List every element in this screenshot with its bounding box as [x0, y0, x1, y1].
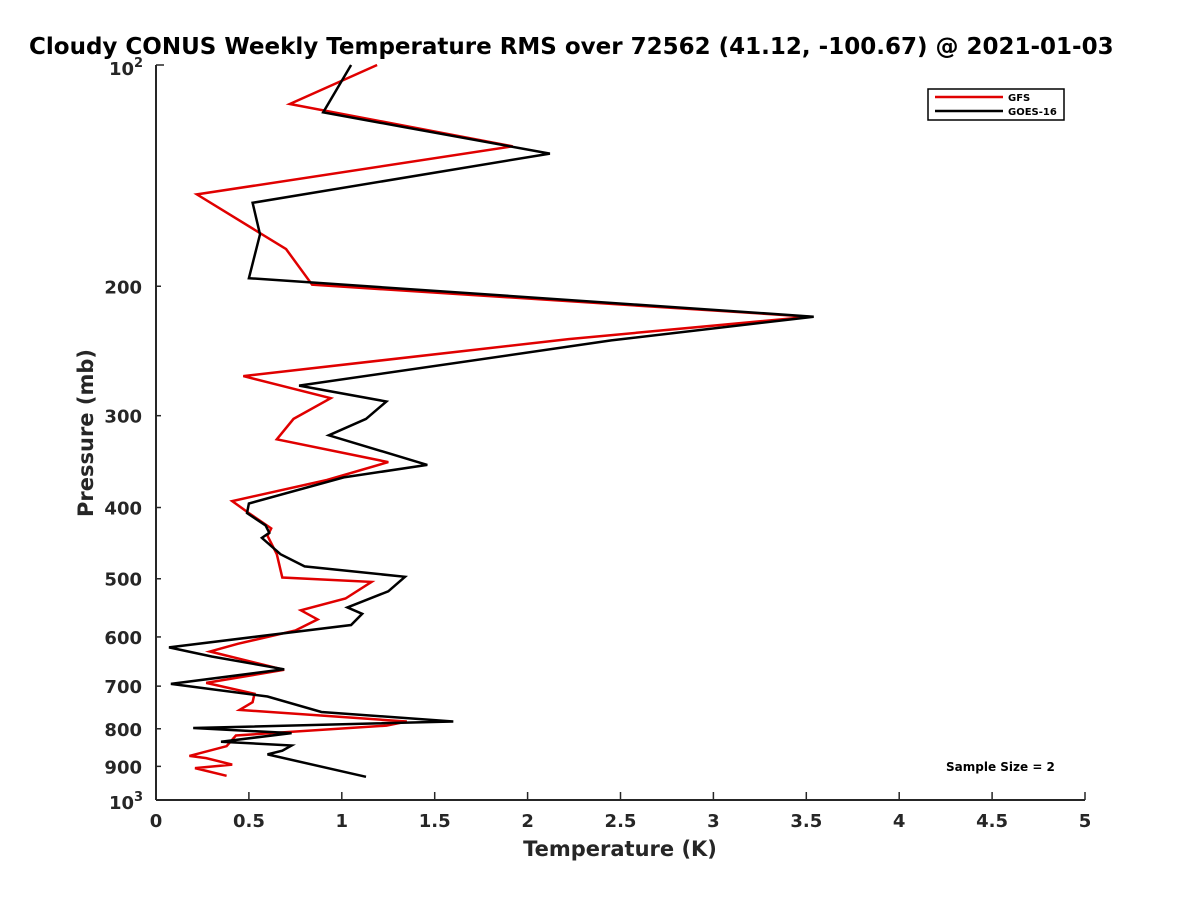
y-tick-label: 200	[104, 277, 142, 298]
x-tick-label: 3	[707, 811, 720, 832]
series-line-goes-16	[168, 64, 814, 779]
y-tick-label: 800	[104, 720, 142, 741]
x-tick-label: 2	[521, 811, 534, 832]
x-tick-label: 4.5	[976, 811, 1008, 832]
series-line-gfs	[189, 63, 811, 778]
x-tick-label: 0.5	[233, 811, 265, 832]
x-tick-label: 4	[893, 811, 906, 832]
x-tick-label: 2.5	[605, 811, 637, 832]
y-tick-label: 400	[104, 499, 142, 520]
y-tick-1000-base: 10	[109, 793, 134, 814]
x-axis-title: Temperature (K)	[523, 837, 717, 861]
y-tick-label: 900	[104, 757, 142, 778]
plot-area	[155, 65, 1085, 801]
legend: GFS GOES-16	[927, 88, 1065, 121]
y-tick-label: 500	[104, 570, 142, 591]
y-tick-label: 300	[104, 407, 142, 428]
y-tick-1000-exponent: 3	[134, 790, 143, 805]
x-tick-label: 0	[150, 811, 163, 832]
x-tick-label: 3.5	[790, 811, 822, 832]
legend-label-goes-16: GOES-16	[1008, 107, 1057, 118]
y-tick-100-base: 10	[109, 59, 134, 80]
y-tick-label: 700	[104, 677, 142, 698]
legend-box	[927, 88, 1065, 121]
series-lines	[168, 63, 814, 779]
y-tick-label: 600	[104, 628, 142, 649]
y-tick-label-1000: 103	[109, 790, 143, 814]
x-tick-label: 1.5	[419, 811, 451, 832]
y-tick-label-100: 102	[109, 56, 143, 80]
sample-size-annotation: Sample Size = 2	[946, 760, 1055, 774]
y-tick-100-exponent: 2	[134, 56, 143, 71]
legend-label-gfs: GFS	[1008, 93, 1030, 104]
chart-title: Cloudy CONUS Weekly Temperature RMS over…	[29, 34, 1114, 60]
x-tick-label: 5	[1079, 811, 1092, 832]
y-axis-title: Pressure (mb)	[74, 349, 98, 517]
x-tick-label: 1	[336, 811, 349, 832]
x-axis-ticks: 0 0.5 1 1.5 2 2.5 3 3.5 4 4.5 5	[150, 792, 1092, 832]
